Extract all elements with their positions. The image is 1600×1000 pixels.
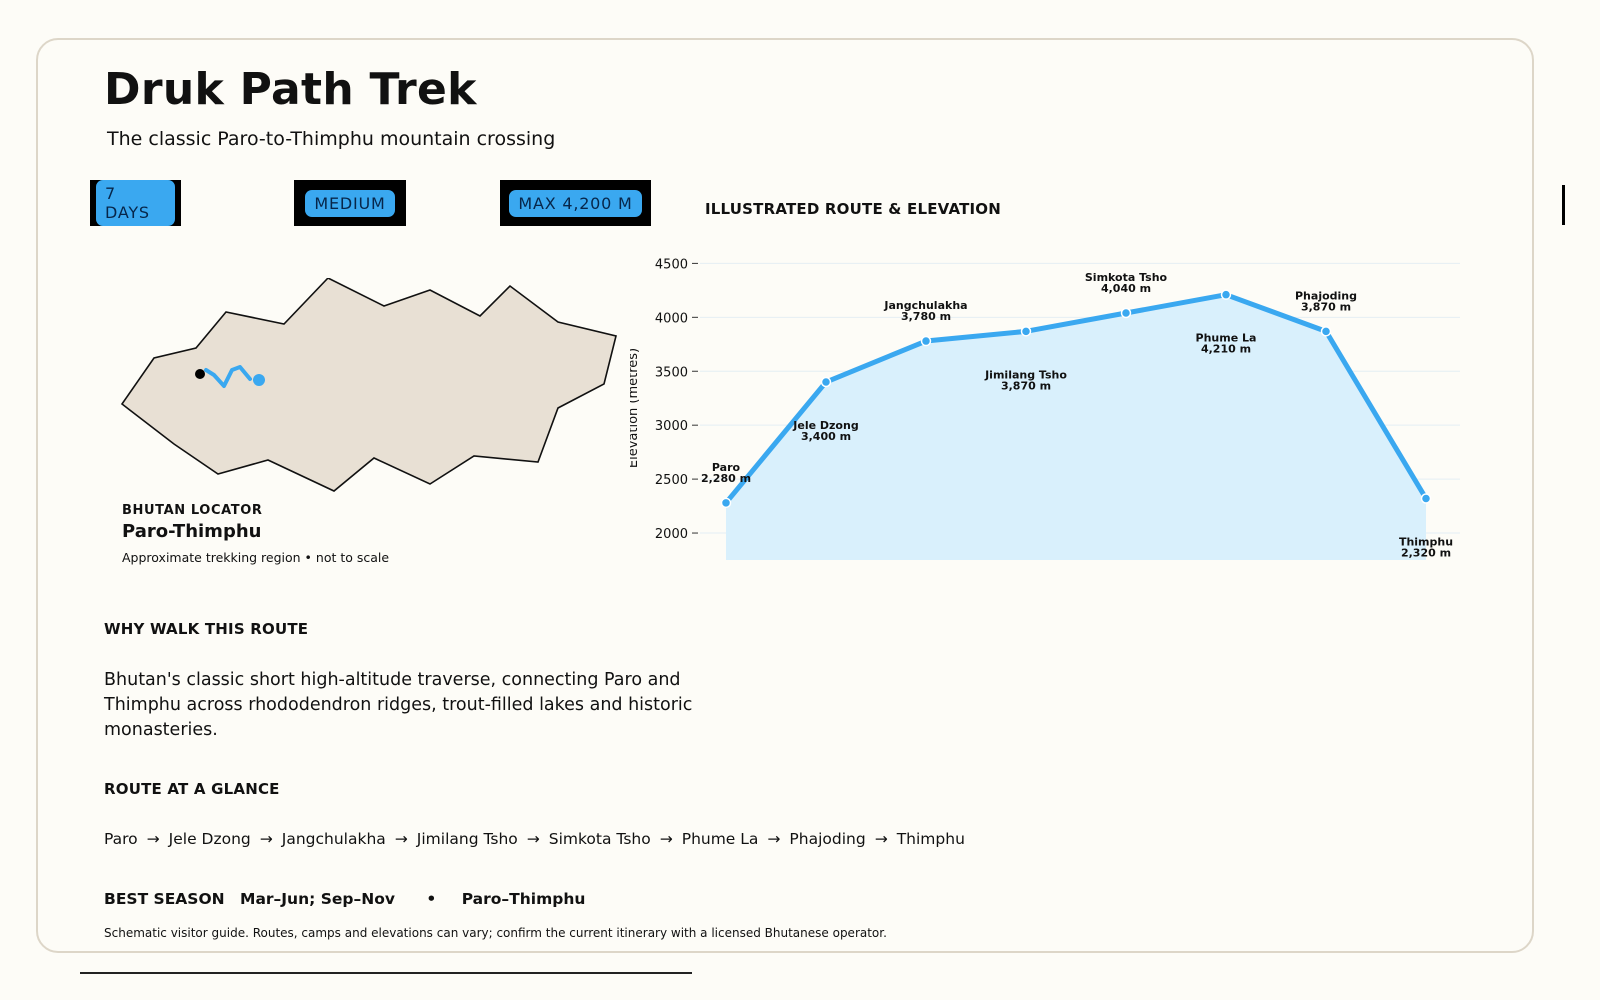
bottom-rule: [80, 972, 692, 974]
y-tick-label: 3500: [655, 365, 688, 380]
route-stop: Simkota Tsho: [548, 830, 651, 848]
season-line: BEST SEASON Mar–Jun; Sep–Nov • Paro–Thim…: [104, 890, 585, 908]
y-tick-label: 3000: [655, 419, 688, 434]
chip-difficulty: MEDIUM: [294, 180, 406, 226]
route-arrow: →: [146, 830, 160, 848]
locator-name: Paro-Thimphu: [122, 521, 262, 542]
point-value-label: 2,280 m: [701, 472, 751, 485]
route-stop: Thimphu: [896, 830, 965, 848]
elevation-area: [726, 294, 1426, 560]
point-name-label: Phume La: [1196, 332, 1257, 345]
why-text: Bhutan's classic short high-altitude tra…: [104, 670, 693, 740]
chip-max-altitude-label: MAX 4,200 M: [509, 189, 642, 217]
point-value-label: 3,870 m: [1001, 379, 1051, 392]
point-name-label: Jimilang Tsho: [984, 368, 1067, 381]
route-arrow: →: [394, 830, 408, 848]
chip-duration: 7 DAYS: [90, 180, 181, 226]
point-value-label: 4,210 m: [1201, 343, 1251, 356]
glance-heading: ROUTE AT A GLANCE: [104, 780, 280, 798]
y-tick-label: 4500: [655, 257, 688, 272]
route-stop: Jele Dzong: [168, 830, 251, 848]
locator-caption: BHUTAN LOCATOR: [122, 503, 263, 518]
point-value-label: 3,870 m: [1301, 300, 1351, 313]
route-stop: Jimilang Tsho: [416, 830, 518, 848]
chip-difficulty-label: MEDIUM: [305, 189, 395, 217]
trek-route-line: [204, 365, 252, 388]
route-arrow: →: [767, 830, 781, 848]
why-heading: WHY WALK THIS ROUTE: [104, 620, 309, 638]
route-arrow: →: [874, 830, 888, 848]
route-arrow: →: [259, 830, 273, 848]
point-name-label: Simkota Tsho: [1085, 271, 1168, 284]
page-title: Druk Path Trek: [104, 64, 477, 115]
route-stop: Phume La: [681, 830, 759, 848]
season-value: Mar–Jun; Sep–Nov: [240, 890, 395, 908]
elevation-point: [820, 376, 832, 388]
elevation-point: [1020, 326, 1032, 337]
point-value-label: 3,400 m: [801, 430, 851, 443]
elevation-point: [1220, 289, 1232, 300]
edge-marker: [1562, 185, 1565, 225]
chip-duration-label: 7 DAYS: [96, 180, 175, 226]
point-value-label: 2,320 m: [1401, 547, 1451, 560]
page-subtitle: The classic Paro-to-Thimphu mountain cro…: [107, 128, 556, 150]
bhutan-outline: [120, 277, 617, 492]
point-name-label: Paro: [712, 461, 741, 474]
point-value-label: 4,040 m: [1101, 282, 1151, 295]
elevation-point: [1120, 307, 1132, 319]
y-axis-label: Elevation (metres): [630, 348, 641, 468]
chart-section-title: ILLUSTRATED ROUTE & ELEVATION: [705, 200, 1002, 218]
y-tick-label: 4000: [655, 311, 688, 326]
locator-note: Approximate trekking region • not to sca…: [122, 550, 390, 565]
chip-max-altitude: MAX 4,200 M: [500, 180, 651, 226]
route-stop: Phajoding: [789, 830, 866, 848]
start-marker: [195, 369, 205, 379]
route-stop: Paro: [104, 830, 138, 848]
route-arrow: →: [659, 830, 673, 848]
route-stop: Jangchulakha: [281, 830, 386, 848]
y-tick-label: 2000: [655, 527, 688, 542]
point-name-label: Phajoding: [1295, 289, 1357, 302]
point-name-label: Thimphu: [1399, 536, 1453, 549]
season-label: BEST SEASON: [104, 890, 225, 908]
elevation-point: [1320, 326, 1332, 337]
route-stops: Paro → Jele Dzong → Jangchulakha → Jimilang Ts…: [104, 829, 984, 850]
point-name-label: Jangchulakha: [883, 299, 967, 312]
point-name-label: Jele Dzong: [792, 419, 858, 432]
y-tick-label: 2500: [655, 473, 688, 488]
bhutan-locator-map: [118, 277, 638, 503]
elevation-point: [720, 497, 732, 509]
elevation-chart: 2000 2500 3000 3500 4000 4500 Elevation (metre…: [626, 250, 1500, 580]
season-route: Paro–Thimphu: [461, 890, 586, 908]
elevation-point: [920, 335, 932, 347]
disclaimer: Schematic visitor guide. Routes, camps a…: [104, 926, 887, 940]
elevation-point: [1420, 493, 1432, 504]
route-arrow: →: [526, 830, 540, 848]
end-marker: [253, 374, 265, 386]
season-separator: •: [426, 890, 437, 908]
point-value-label: 3,780 m: [901, 310, 951, 323]
elevation-line: [723, 292, 1429, 506]
